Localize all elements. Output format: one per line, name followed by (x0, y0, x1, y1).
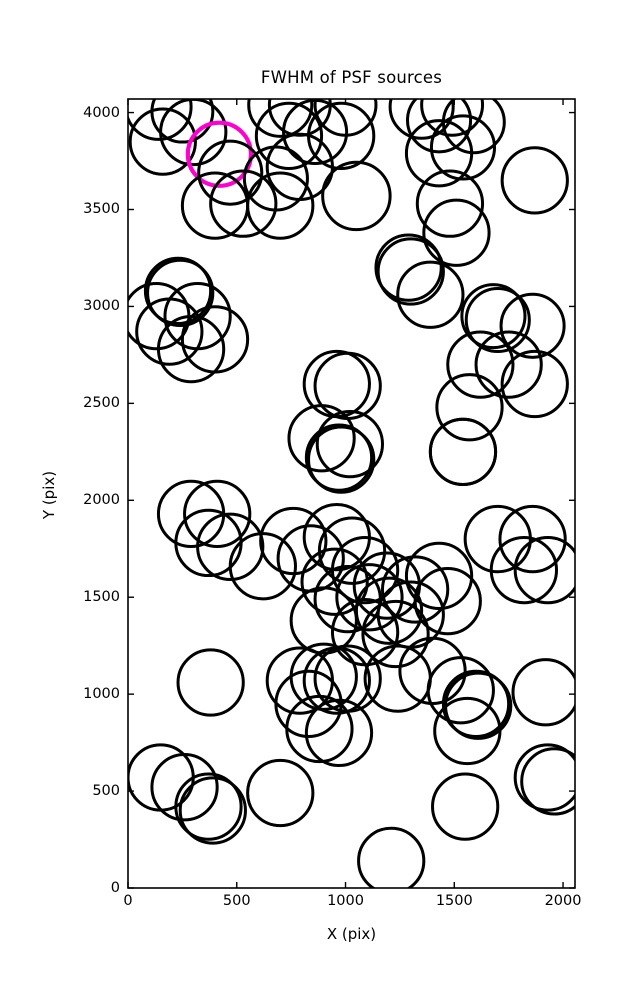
psf-source-circle (315, 409, 384, 479)
psf-source-circle (335, 563, 404, 632)
psf-source-circle (404, 541, 474, 611)
psf-source-circle (128, 107, 197, 176)
psf-source-circle (247, 99, 314, 138)
psf-source-circle (254, 101, 324, 170)
psf-source-circle (388, 99, 455, 140)
psf-source-circle (498, 504, 567, 574)
psf-source-circle (499, 292, 566, 359)
axis-ticks-group (127, 99, 575, 889)
psf-source-circle (431, 772, 500, 841)
psf-source-circle (178, 776, 247, 845)
psf-source-circle (300, 547, 369, 616)
psf-source-circle (183, 479, 252, 548)
psf-source-circle (289, 586, 358, 655)
data-markers-group (128, 99, 575, 888)
psf-source-circle (313, 99, 378, 137)
y-tick-label: 1500 (83, 589, 120, 606)
page-title: FWHM of PSF sources (260, 68, 443, 87)
psf-source-circle (489, 535, 559, 605)
psf-source-circle (428, 417, 498, 486)
psf-source-circle (464, 286, 531, 354)
x-tick-label: 500 (222, 893, 251, 909)
psf-source-circle (259, 506, 328, 576)
psf-source-circle (361, 599, 430, 669)
psf-source-circle (197, 139, 264, 206)
psf-source-circle (420, 99, 485, 137)
psf-source-circle (304, 698, 374, 768)
psf-source-circle (435, 373, 504, 442)
psf-source-circle (150, 753, 219, 822)
psf-source-circle (429, 114, 497, 181)
y-tick-label: 2000 (83, 492, 120, 509)
psf-source-circle (520, 747, 575, 816)
psf-source-circle (396, 260, 465, 329)
psf-source-circle (433, 696, 502, 766)
psf-source-circle (287, 404, 356, 473)
psf-source-circle (196, 512, 265, 581)
psf-source-circle (513, 535, 575, 605)
y-tick-label: 3000 (83, 298, 120, 315)
psf-source-circle (374, 233, 443, 302)
y-tick-label: 4000 (83, 104, 120, 121)
psf-source-circle (246, 758, 315, 828)
psf-source-circle (285, 694, 354, 764)
psf-source-circle (163, 281, 232, 351)
psf-source-circle (357, 826, 426, 888)
x-tick-label: 1000 (327, 893, 364, 909)
psf-source-circle (441, 99, 506, 155)
psf-source-circle (209, 169, 278, 238)
psf-source-circle (246, 171, 315, 240)
psf-source-circle (317, 516, 387, 585)
psf-source-circle (146, 258, 215, 327)
psf-source-circle (176, 648, 245, 717)
x-tick-label: 1500 (435, 893, 473, 909)
y-axis-tick-labels: 0 500 1000 1500 2000 2500 3000 3500 4000 (58, 0, 120, 1000)
psf-source-circle (128, 99, 193, 141)
axes-frame (127, 98, 576, 889)
psf-source-circle (180, 171, 250, 240)
y-tick-label: 500 (92, 783, 120, 800)
psf-source-circle (460, 283, 527, 350)
x-axis-tick-labels: 0 500 1000 1500 2000 (0, 893, 637, 923)
psf-source-circle (398, 636, 467, 706)
psf-source-circle (174, 772, 243, 841)
psf-source-circle (413, 566, 482, 636)
psf-source-circle (446, 330, 515, 399)
y-tick-label: 0 (110, 880, 120, 896)
x-tick-label: 2000 (544, 893, 582, 909)
y-tick-label: 3500 (83, 201, 120, 218)
x-axis-label: X (pix) (326, 925, 377, 943)
y-tick-label: 1000 (83, 686, 120, 703)
y-tick-label: 2500 (83, 395, 120, 412)
psf-source-circle (422, 198, 491, 267)
psf-source-circle (441, 669, 511, 738)
psf-source-circle (313, 565, 382, 634)
psf-source-circle (304, 423, 374, 492)
psf-source-circle (406, 99, 473, 154)
psf-source-circle (180, 305, 250, 374)
psf-source-circle (500, 349, 569, 419)
psf-source-circle (415, 169, 485, 238)
psf-source-circle (511, 658, 575, 727)
psf-source-circle (143, 256, 213, 326)
psf-source-circle (380, 555, 450, 624)
psf-source-circle (500, 146, 569, 215)
psf-source-circle (376, 237, 445, 306)
psf-source-circle (474, 330, 543, 399)
psf-source-circle (321, 160, 392, 232)
psf-source-circle (426, 656, 495, 725)
highlighted-source-circle (185, 120, 254, 188)
psf-source-circle (307, 101, 376, 170)
psf-source-circle (242, 145, 309, 212)
psf-source-circle (307, 425, 376, 494)
psf-source-circle (513, 743, 575, 812)
x-tick-label: 0 (123, 893, 133, 909)
